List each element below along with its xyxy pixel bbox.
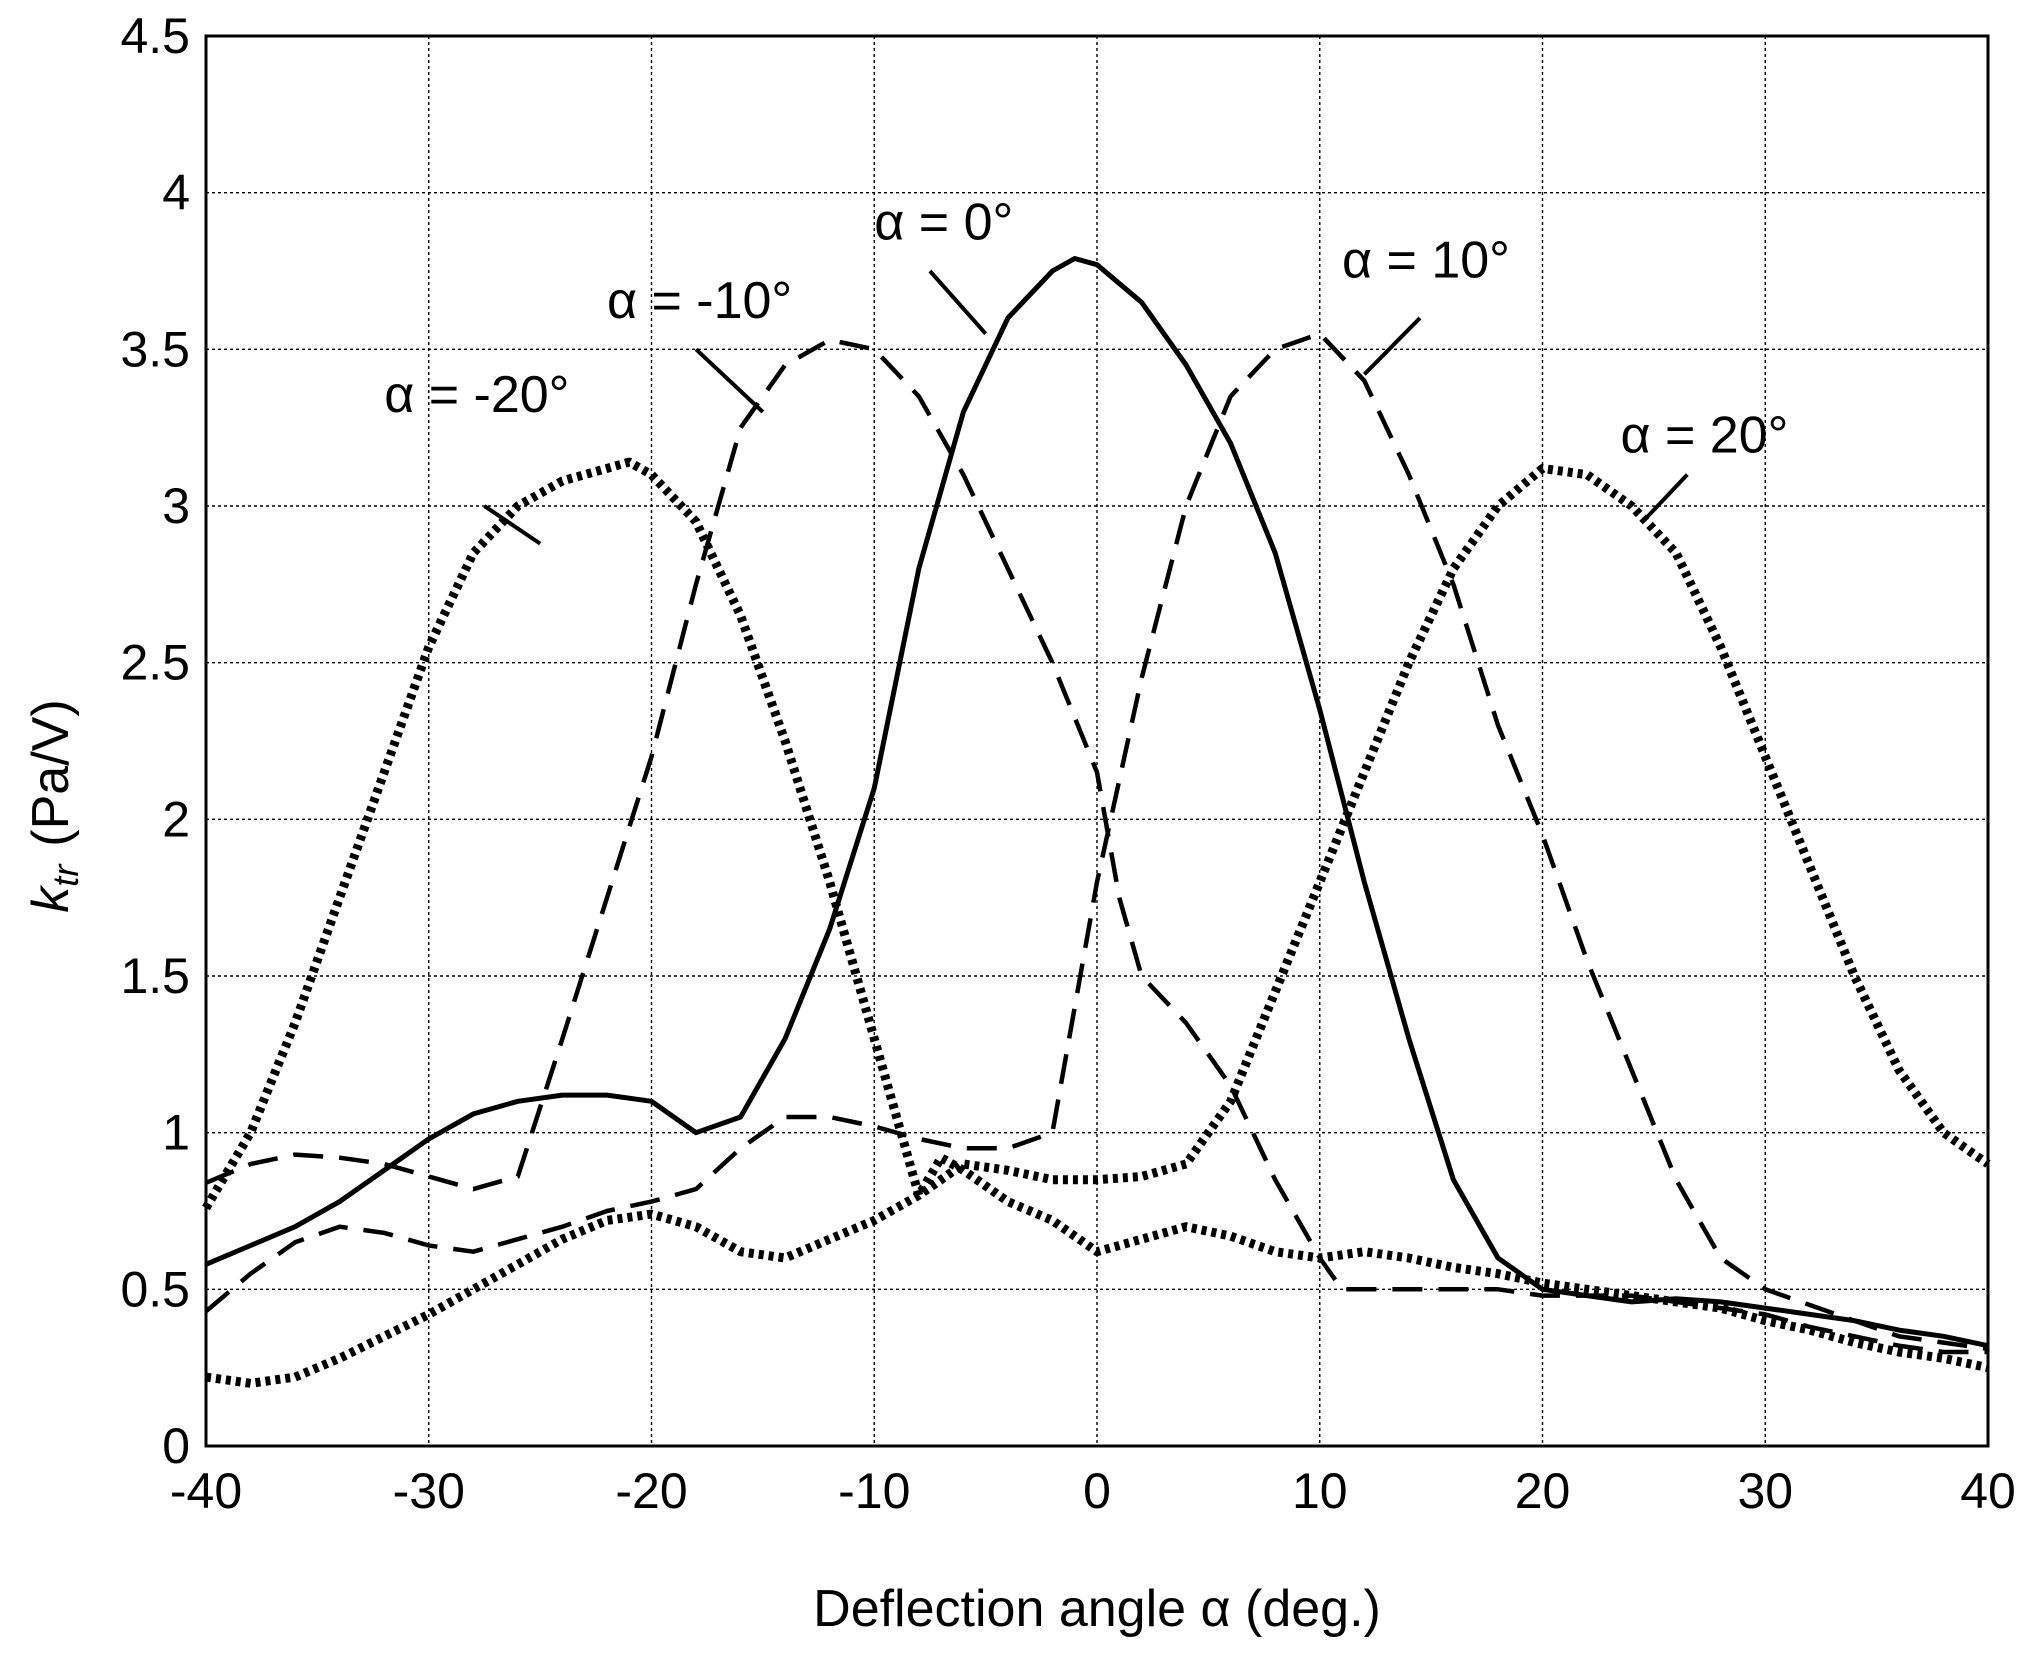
- annotation-label: α = -10°: [607, 272, 792, 330]
- y-axis-title-main: k: [22, 884, 80, 913]
- plot-frame: [204, 34, 1990, 1448]
- y-tick-label: 2.5: [120, 635, 190, 691]
- x-tick-label: 20: [1515, 1463, 1571, 1519]
- x-tick-label: 10: [1292, 1463, 1348, 1519]
- annotation-label: α = 0°: [874, 194, 1013, 252]
- x-tick-label: -20: [615, 1463, 687, 1519]
- x-axis-title: Deflection angle α (deg.): [813, 1580, 1381, 1638]
- y-tick-label: 4.5: [120, 8, 190, 64]
- series-annotations: α = -20° α = -10° α = 0° α = 10° α = 20°: [384, 194, 1788, 465]
- annotation-leader-1: [694, 347, 765, 414]
- y-tick-label: 4: [162, 165, 190, 221]
- series-line-2: [205, 256, 1989, 1349]
- annotation-label: α = 20°: [1620, 407, 1788, 465]
- x-tick-label: -40: [170, 1463, 242, 1519]
- series-line-1: [205, 337, 1988, 1355]
- annotation-leader-4: [1641, 473, 1689, 524]
- y-axis-title-unit: (Pa/V): [22, 699, 80, 846]
- annotation-leader-3: [1362, 316, 1422, 376]
- x-tick-label: -10: [838, 1463, 910, 1519]
- annotation-leader-2: [928, 269, 988, 335]
- x-tick-label: 0: [1083, 1463, 1111, 1519]
- annotation-label: α = -20°: [384, 366, 569, 424]
- x-tick-label: -30: [393, 1463, 465, 1519]
- y-tick-label: 3.5: [120, 321, 190, 377]
- y-tick-label: 0: [162, 1418, 190, 1474]
- annotation-leader-0: [483, 504, 542, 546]
- x-tick-label: 40: [1960, 1463, 2016, 1519]
- x-tick-label: 30: [1737, 1463, 1793, 1519]
- y-axis-title-subscript: tr: [45, 863, 86, 887]
- y-tick-label: 0.5: [120, 1261, 190, 1317]
- annotation-label: α = 10°: [1342, 231, 1510, 289]
- grid-lines: [206, 36, 1988, 1446]
- series-line-4: [205, 463, 1991, 1388]
- y-tick-label: 1: [162, 1105, 190, 1161]
- y-tick-label: 3: [162, 478, 190, 534]
- y-tick-label: 1.5: [120, 948, 190, 1004]
- x-tick-labels: -40 -30 -20 -10 0 10 20 30 40: [170, 1463, 2016, 1519]
- series-line-3: [204, 331, 1989, 1352]
- annotation-leaders: [483, 269, 1689, 546]
- series-lines: [202, 256, 1991, 1388]
- y-tick-label: 2: [162, 791, 190, 847]
- y-tick-labels: 0 0.5 1 1.5 2 2.5 3 3.5 4 4.5: [120, 8, 190, 1474]
- y-axis-title: ktr (Pa/V): [22, 699, 86, 912]
